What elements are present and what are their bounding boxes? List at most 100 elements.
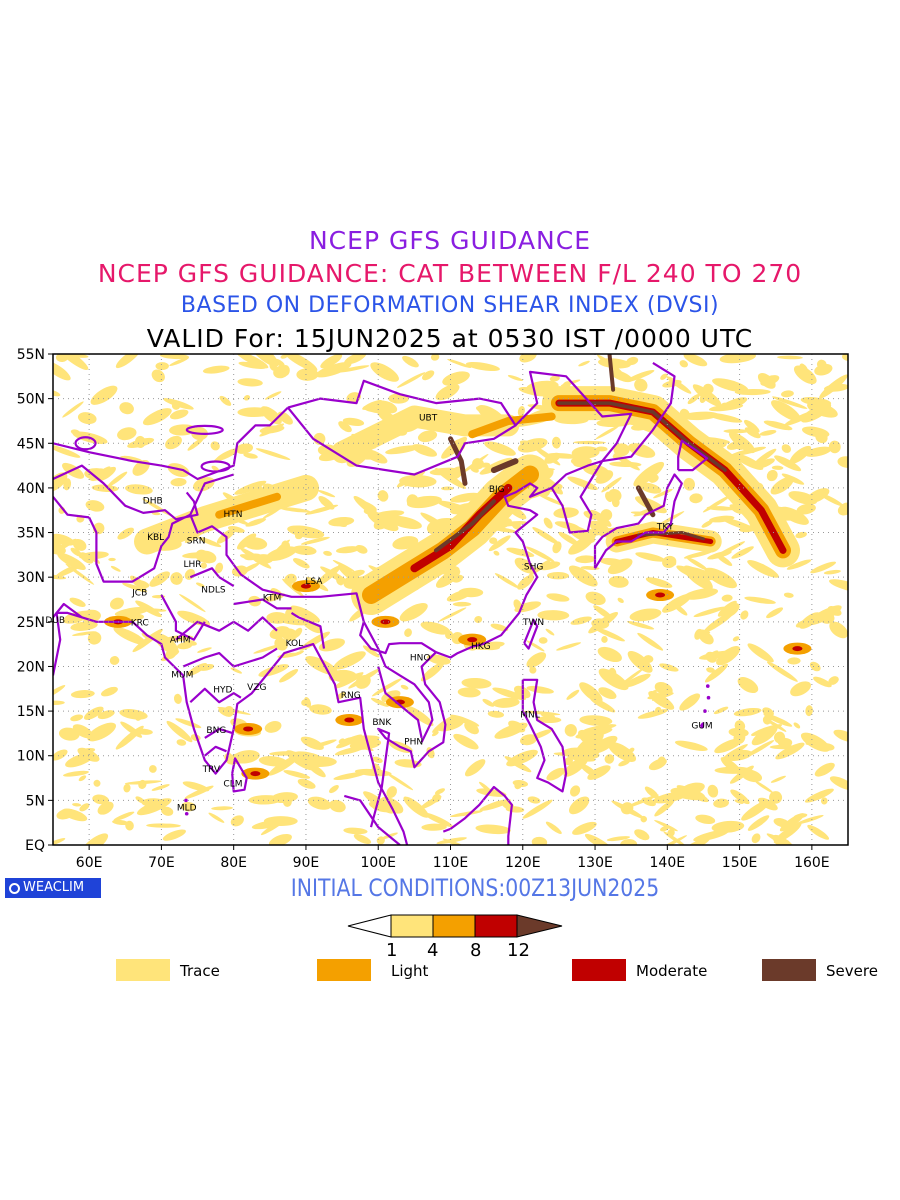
trace-patch [762,707,774,717]
trace-patch [434,788,446,795]
trace-patch [637,709,669,719]
trace-patch [235,443,254,454]
trace-patch [828,579,848,593]
trace-patch [63,478,72,491]
brand-label: WEACLIM [23,880,85,895]
legend-severe-label: Severe [826,962,878,980]
trace-patch [704,663,729,683]
trace-patch [814,762,835,777]
border-line [677,439,709,472]
trace-patch [176,739,187,746]
trace-patch [531,836,548,845]
station-dhb: DHB [143,496,163,506]
trace-patch [747,643,774,663]
trace-patch [268,754,300,776]
station-phn: PHN [404,737,423,747]
trace-patch [184,640,197,646]
trace-patch [337,365,370,373]
trace-patch [730,446,767,457]
trace-patch [766,469,778,482]
moderate-cell [300,583,311,589]
station-hkg: HKG [471,642,491,652]
trace-patch [759,430,777,436]
trace-patch [777,737,793,748]
trace-patch [420,621,451,635]
trace-patch [490,623,509,632]
trace-patch [575,555,597,564]
trace-patch [728,727,749,738]
trace-patch [606,836,631,842]
trace-patch [464,759,486,777]
trace-patch [142,408,172,426]
trace-patch [608,575,629,588]
trace-patch [537,610,570,621]
trace-patch [692,384,722,407]
trace-patch [519,354,537,363]
trace-patch [113,811,135,821]
border-line [189,567,235,588]
trace-patch [504,756,532,773]
trace-patch [676,565,704,580]
trace-patch [154,633,179,655]
trace-patch [593,605,613,620]
trace-patch [683,588,719,600]
trace-patch [259,423,285,437]
trace-patch [293,558,310,569]
trace-patch [546,593,570,602]
trace-patch [575,727,613,739]
trace-patch [649,689,658,697]
trace-patch [673,603,688,616]
trace-patch [743,419,760,433]
trace-patch [447,358,472,369]
trace-patch [119,708,148,720]
trace-patch [53,533,75,546]
trace-patch [292,627,303,639]
trace-patch [552,541,562,554]
trace-patch [762,715,772,725]
trace-patch [800,403,832,423]
trace-patch [634,829,650,841]
trace-patch [53,360,71,381]
trace-patch [790,681,812,697]
trace-patch [567,476,598,491]
trace-patch [130,575,147,590]
trace-patch [608,488,622,502]
trace-patch [564,757,573,766]
trace-patch [570,616,592,625]
legend-trace-label: Trace [180,962,220,980]
trace-patch [796,503,816,515]
trace-patch [270,614,301,624]
moderate-cell [380,619,391,625]
station-lsa: LSA [305,577,323,587]
trace-patch [564,724,577,737]
trace-patch [404,628,412,637]
trace-patch [93,779,101,787]
trace-patch [532,527,560,545]
trace-patch [598,668,629,691]
trace-patch [526,685,554,694]
trace-patch [625,369,655,383]
station-dub: DUB [45,616,65,626]
trace-patch [53,685,66,700]
x-tick-label: 60E [76,855,103,871]
x-tick-label: 130E [577,855,613,871]
station-rng: RNG [341,691,361,701]
trace-patch [135,796,146,804]
lake-outline [200,460,231,473]
trace-patch [348,569,365,578]
trace-patch [179,593,206,613]
trace-patch [719,354,756,364]
trace-patch [239,554,255,560]
moderate-cell [467,637,478,643]
trace-patch [514,557,535,574]
jet-severe-band [490,458,519,474]
trace-patch [238,361,266,369]
trace-patch [344,354,367,365]
trace-patch [70,690,95,699]
colorbar-trace [390,914,434,938]
trace-patch [113,627,147,645]
trace-patch [446,589,473,602]
trace-patch [123,783,131,793]
trace-patch [699,392,708,404]
trace-patch [593,627,625,642]
